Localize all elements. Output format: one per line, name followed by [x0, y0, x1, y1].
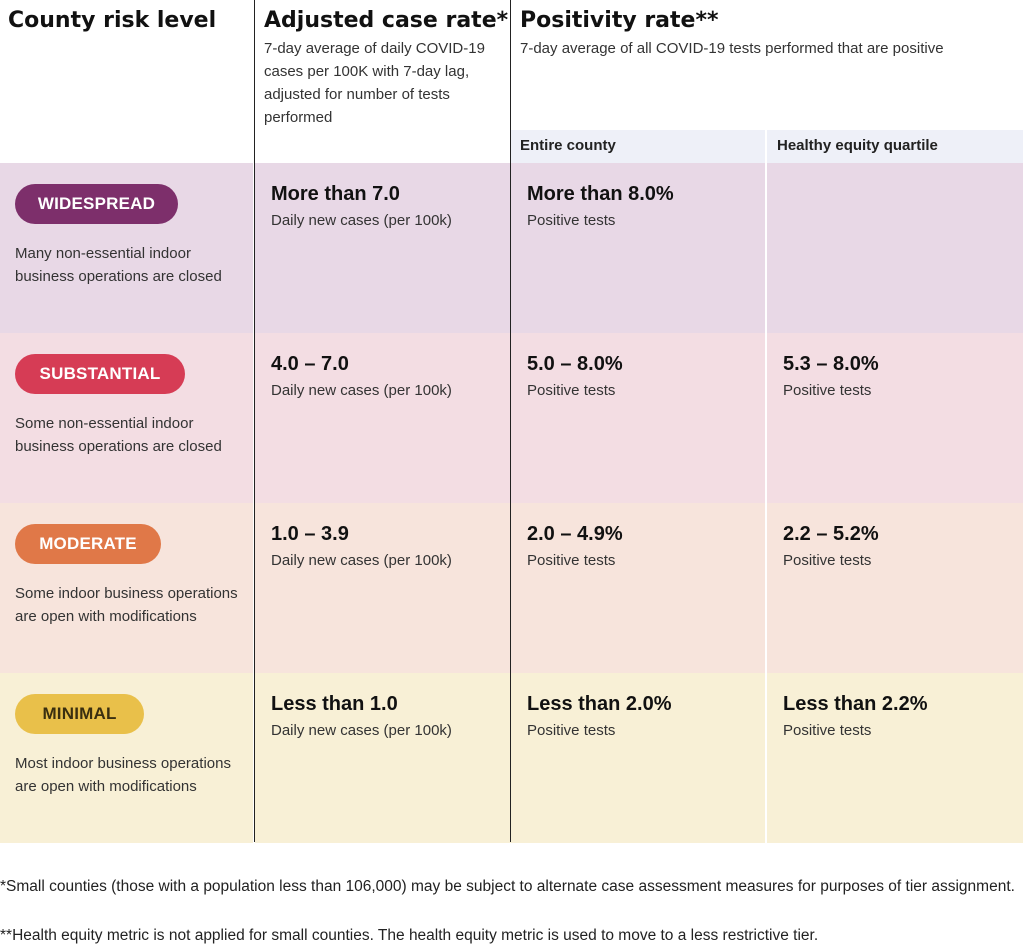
county-positivity-unit: Positive tests: [527, 722, 616, 739]
equity-positivity-value: 5.3 – 8.0%: [783, 353, 879, 375]
positivity-description: 7-day average of all COVID-19 tests perf…: [520, 40, 944, 57]
case-rate-unit: Daily new cases (per 100k): [271, 552, 452, 569]
county-positivity-unit: Positive tests: [527, 382, 616, 399]
equity-positivity-cell: Less than 2.2% Positive tests: [783, 693, 928, 739]
moderate-tier-badge: MODERATE: [15, 524, 161, 564]
risk-level-header: County risk level: [8, 8, 217, 33]
tier-description: Some non-essential indoor business opera…: [15, 415, 222, 455]
tier-description: Most indoor business operations are open…: [15, 755, 231, 795]
equity-positivity-cell: 2.2 – 5.2% Positive tests: [783, 523, 879, 569]
county-positivity-cell: 2.0 – 4.9% Positive tests: [527, 523, 623, 569]
case-rate-unit: Daily new cases (per 100k): [271, 212, 452, 229]
county-positivity-unit: Positive tests: [527, 552, 616, 569]
tier-row-moderate: MODERATE Some indoor business operations…: [0, 503, 1023, 673]
county-positivity-cell: More than 8.0% Positive tests: [527, 183, 674, 229]
case-rate-cell: Less than 1.0 Daily new cases (per 100k): [271, 693, 452, 739]
equity-quartile-subheader: Healthy equity quartile: [767, 130, 1023, 163]
tier-row-widespread: WIDESPREAD Many non-essential indoor bus…: [0, 163, 1023, 333]
minimal-tier-badge: MINIMAL: [15, 694, 144, 734]
county-positivity-unit: Positive tests: [527, 212, 616, 229]
equity-positivity-cell: 5.3 – 8.0% Positive tests: [783, 353, 879, 399]
footnote-health-equity: **Health equity metric is not applied fo…: [0, 927, 819, 944]
case-rate-value: 4.0 – 7.0: [271, 353, 349, 375]
tier-row-substantial: SUBSTANTIAL Some non-essential indoor bu…: [0, 333, 1023, 503]
equity-positivity-unit: Positive tests: [783, 382, 872, 399]
case-rate-cell: More than 7.0 Daily new cases (per 100k): [271, 183, 452, 229]
equity-positivity-unit: Positive tests: [783, 722, 872, 739]
county-positivity-cell: Less than 2.0% Positive tests: [527, 693, 672, 739]
substantial-tier-badge: SUBSTANTIAL: [15, 354, 185, 394]
positivity-header: Positivity rate**: [520, 8, 719, 33]
case-rate-value: Less than 1.0: [271, 693, 398, 715]
equity-positivity-unit: Positive tests: [783, 552, 872, 569]
case-rate-value: More than 7.0: [271, 183, 400, 205]
case-rate-cell: 4.0 – 7.0 Daily new cases (per 100k): [271, 353, 452, 399]
tier-row-minimal: MINIMAL Most indoor business operations …: [0, 673, 1023, 843]
footnote-small-counties: *Small counties (those with a population…: [0, 878, 1015, 895]
county-positivity-value: 5.0 – 8.0%: [527, 353, 623, 375]
county-positivity-value: More than 8.0%: [527, 183, 674, 205]
case-rate-description: 7-day average of daily COVID-19 cases pe…: [264, 40, 485, 126]
county-positivity-value: 2.0 – 4.9%: [527, 523, 623, 545]
column-gap: [765, 130, 767, 843]
column-divider: [254, 0, 255, 842]
case-rate-unit: Daily new cases (per 100k): [271, 722, 452, 739]
column-divider: [510, 0, 511, 842]
tier-description: Many non-essential indoor business opera…: [15, 245, 222, 285]
equity-positivity-value: Less than 2.2%: [783, 693, 928, 715]
case-rate-value: 1.0 – 3.9: [271, 523, 349, 545]
tier-description: Some indoor business operations are open…: [15, 585, 238, 625]
entire-county-subheader: Entire county: [510, 130, 765, 163]
case-rate-unit: Daily new cases (per 100k): [271, 382, 452, 399]
county-positivity-value: Less than 2.0%: [527, 693, 672, 715]
county-positivity-cell: 5.0 – 8.0% Positive tests: [527, 353, 623, 399]
case-rate-cell: 1.0 – 3.9 Daily new cases (per 100k): [271, 523, 452, 569]
equity-positivity-value: 2.2 – 5.2%: [783, 523, 879, 545]
case-rate-header: Adjusted case rate*: [264, 8, 509, 33]
widespread-tier-badge: WIDESPREAD: [15, 184, 178, 224]
